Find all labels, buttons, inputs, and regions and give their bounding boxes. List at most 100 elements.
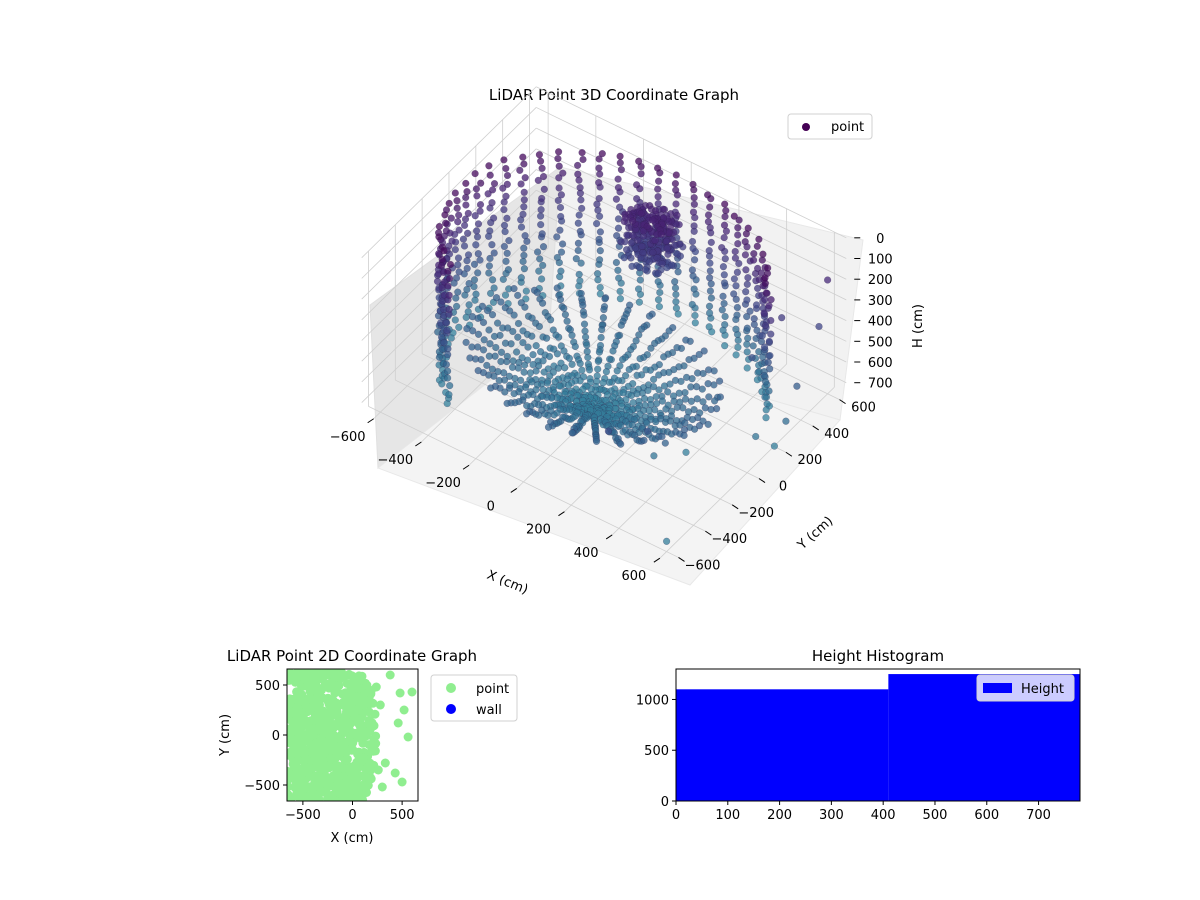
point-3d [471, 212, 479, 220]
point-3d [705, 274, 714, 282]
point-3d [575, 211, 583, 219]
point-3d [479, 318, 488, 327]
point-3d [451, 189, 459, 197]
point-3d [598, 325, 606, 334]
point-2d [293, 755, 303, 765]
point-3d [767, 330, 775, 338]
y-tick-mark [705, 530, 712, 536]
chart-2d-points [287, 669, 417, 801]
point-2d [355, 789, 365, 799]
point-3d [743, 280, 751, 288]
point-3d [435, 233, 443, 241]
point-2d [321, 786, 331, 796]
point-3d [516, 166, 524, 174]
point-2d [338, 736, 348, 746]
point-3d [465, 301, 473, 309]
point-3d [633, 195, 641, 203]
point-2d [330, 782, 340, 792]
point-3d [492, 294, 501, 302]
point-3d [617, 238, 625, 246]
point-3d [462, 201, 470, 209]
point-3d [524, 343, 532, 351]
point-3d [721, 200, 729, 208]
point-3d [627, 254, 635, 262]
point-3d [466, 354, 474, 362]
point-3d [823, 276, 832, 284]
point-3d [765, 337, 773, 346]
point-3d [463, 187, 471, 196]
x-tick-label: 100 [715, 808, 740, 823]
point-3d [688, 300, 696, 309]
point-3d [671, 284, 680, 292]
point-2d [327, 681, 337, 691]
point-3d [459, 235, 468, 243]
chart-2d-x-ticks: −500 0 500 [285, 801, 415, 823]
point-3d [488, 241, 496, 249]
point-3d [538, 194, 546, 203]
point-3d [464, 209, 472, 218]
point-3d [568, 372, 576, 380]
point-3d [600, 305, 608, 314]
point-3d [753, 264, 762, 273]
point-3d [451, 245, 459, 254]
point-3d [521, 303, 529, 311]
point-3d [443, 374, 452, 382]
point-3d [721, 255, 729, 263]
x-tick-label: 400 [871, 808, 896, 823]
point-3d [601, 295, 609, 303]
point-2d [294, 706, 304, 716]
point-3d [503, 249, 511, 257]
point-2d [363, 780, 373, 790]
point-3d [485, 352, 493, 360]
point-3d [672, 298, 680, 306]
point-3d [468, 343, 476, 351]
point-3d [460, 221, 469, 230]
point-3d [620, 254, 628, 262]
point-2d [369, 721, 379, 731]
point-3d [647, 344, 655, 352]
x-tick-label: −600 [330, 430, 366, 445]
point-3d [616, 287, 624, 296]
point-3d [706, 259, 714, 267]
x-tick-mark [367, 418, 374, 424]
point-3d [537, 275, 546, 283]
point-3d [735, 259, 743, 268]
point-3d [595, 212, 604, 220]
point-3d [490, 249, 498, 257]
point-3d [568, 360, 576, 369]
point-3d [573, 161, 582, 170]
x-tick-label: 500 [390, 808, 415, 823]
x-tick-label: 300 [819, 808, 844, 823]
point-3d [612, 258, 621, 267]
histogram-legend: Height [976, 674, 1075, 702]
point-3d [454, 254, 463, 262]
grid-line [536, 169, 847, 321]
point-3d [510, 389, 518, 398]
grid-line [361, 107, 537, 279]
point-3d [536, 157, 545, 165]
point-3d [682, 448, 690, 456]
point-2d [346, 703, 356, 713]
point-3d [500, 156, 508, 164]
point-3d [665, 327, 673, 335]
point-3d [742, 288, 750, 296]
point-3d [637, 170, 645, 178]
point-3d [574, 239, 583, 247]
z-tick-label: 500 [868, 335, 893, 350]
z-tick-label: 400 [868, 315, 893, 330]
point-3d [517, 223, 526, 231]
point-3d [765, 387, 773, 395]
point-3d [455, 226, 463, 234]
point-3d [760, 371, 768, 380]
point-3d [463, 285, 471, 294]
point-3d [499, 275, 507, 284]
point-3d [675, 389, 683, 397]
point-3d [497, 348, 506, 356]
chart-2d-legend-marker-point [446, 683, 456, 693]
point-2d [297, 792, 306, 801]
point-3d [720, 279, 729, 287]
point-3d [533, 248, 542, 256]
x-tick-label: −200 [425, 476, 461, 491]
point-3d [595, 179, 603, 187]
point-3d [594, 206, 602, 214]
